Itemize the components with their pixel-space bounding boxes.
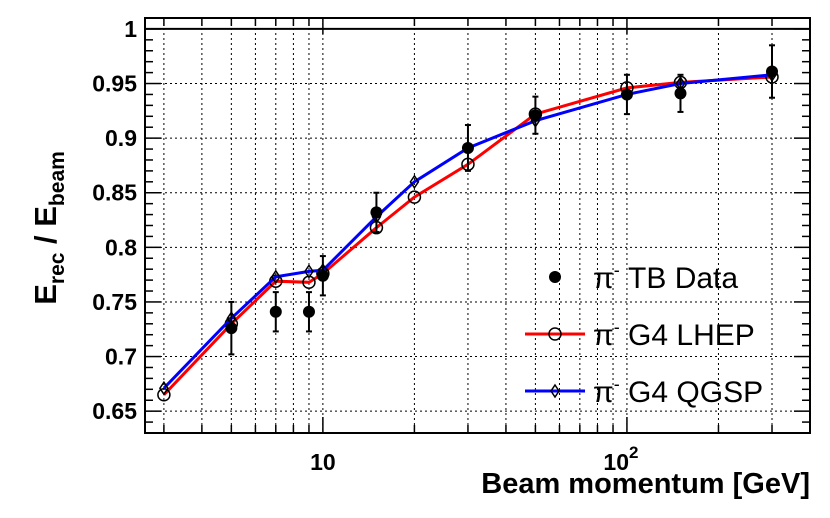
y-tick-label: 0.8: [105, 234, 137, 260]
legend-label: π- TB Data: [593, 260, 738, 295]
series-line: [162, 73, 773, 390]
y-tick-label: 0.65: [92, 398, 137, 424]
data-point: [550, 383, 560, 399]
x-tick-label: 102: [603, 443, 638, 475]
y-tick-label: 0.85: [92, 180, 137, 206]
data-point: [549, 271, 561, 283]
data-point: [370, 206, 383, 219]
legend-item: π- G4 QGSP: [525, 374, 763, 409]
legend-label: π- G4 LHEP: [593, 317, 755, 352]
y-axis-title: Erec / Ebeam: [28, 151, 69, 305]
data-point: [620, 88, 633, 101]
axis-ticks: [145, 17, 811, 434]
data-point: [269, 305, 282, 318]
legend-item: π- G4 LHEP: [525, 317, 755, 352]
grid-lines: [145, 18, 811, 433]
data-point: [766, 65, 779, 78]
data-series-group: [157, 44, 779, 402]
legend: π- TB Data π- G4 LHEP π- G4 QGSP: [525, 260, 763, 409]
x-tick-label: 10: [310, 449, 336, 475]
data-point: [316, 269, 329, 282]
data-point: [409, 174, 420, 190]
y-tick-label: 0.9: [105, 125, 137, 151]
legend-label: π- G4 QGSP: [593, 374, 763, 409]
y-tick-label: 0.75: [92, 289, 137, 315]
legend-item: π- TB Data: [549, 260, 738, 295]
y-axis-title-main: E: [28, 284, 63, 305]
y-tick-label: 0.7: [105, 344, 137, 370]
data-point: [302, 305, 315, 318]
data-point: [548, 327, 562, 341]
data-point: [158, 380, 169, 396]
series-tb-data: [225, 44, 779, 356]
data-point: [225, 322, 238, 335]
y-axis-title-sub-den: beam: [46, 151, 69, 206]
data-point: [270, 269, 281, 285]
data-point: [304, 264, 314, 279]
series-line: [162, 75, 773, 396]
y-axis-title-sub-num: rec: [46, 252, 69, 284]
data-point: [461, 141, 474, 154]
data-point: [157, 388, 171, 402]
y-axis-title-main-2: E: [28, 206, 63, 227]
data-point: [529, 109, 542, 122]
y-tick-label: 0.95: [92, 71, 137, 97]
y-tick-label: 1: [124, 16, 137, 42]
data-point: [407, 190, 422, 204]
y-axis-title-sep: /: [28, 227, 63, 253]
data-point: [674, 87, 687, 100]
tick-labels: 0.65 0.7 0.75 0.8 0.85 0.9 0.95 1 10 102: [92, 16, 638, 475]
x-axis-title: Beam momentum [GeV]: [481, 468, 810, 500]
